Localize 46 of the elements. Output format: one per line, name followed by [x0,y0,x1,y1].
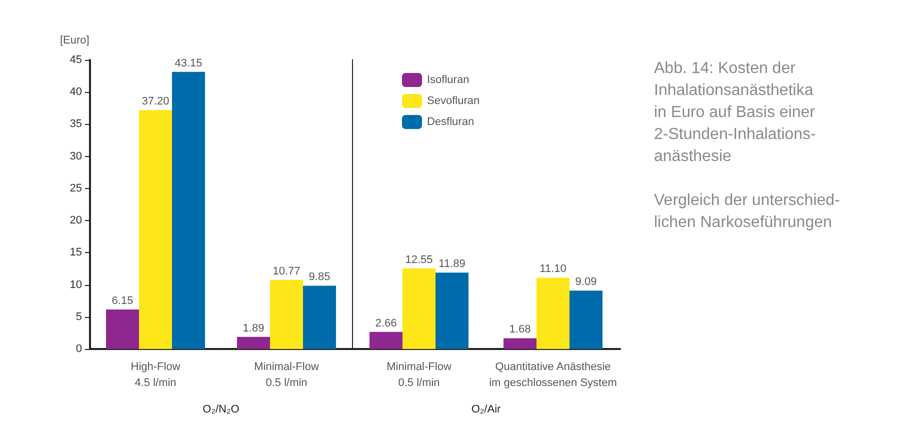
data-label: 37.20 [142,96,170,108]
y-tick-label: 25 [70,182,82,194]
bar [139,110,172,349]
data-label: 1.68 [509,324,531,336]
y-tick-label: 0 [76,343,82,355]
x-tick-label: Quantitative Anästhesie im geschlossenen System [489,361,617,389]
data-label: 6.15 [112,295,134,308]
y-tick-label: 5 [76,310,82,323]
data-label: 9.09 [575,276,597,288]
data-label: 11.89 [438,258,466,270]
data-label: 2.66 [375,317,397,330]
x-axis-title: O₂/Air [471,404,501,416]
bar [570,290,602,349]
y-tick-label: 20 [70,214,82,227]
y-tick-label: 30 [70,150,82,162]
legend-label: Desfluran [427,116,474,128]
data-label: 10.77 [272,265,300,278]
x-axis-title: O₂/N₂O [202,404,240,416]
x-tick-label: High-Flow 4.5 l/min [130,361,180,389]
y-tick-label: 15 [70,246,82,259]
data-label: 43.15 [174,57,202,70]
data-label: 1.89 [242,322,264,334]
x-tick-label: Minimal-Flow 0.5 l/min [254,361,319,389]
y-axis-title: [Euro] [60,34,90,46]
data-label: 11.10 [540,263,566,276]
legend-label: Isofluran [427,74,470,86]
data-label: 9.85 [308,271,330,284]
bar [303,286,336,349]
caption: Abb. 14: Kosten der Inhalationsanästhetika in Euro auf Basis einer 2-Stunden-Inhalations- anästhesie [654,59,817,167]
y-tick-label: 10 [70,278,82,291]
text: Vergleich der unterschied- lichen Narkoseführungen [654,191,841,233]
bar [172,72,205,349]
bar [504,338,536,349]
data-label: 12.55 [405,254,433,266]
bar [436,272,468,349]
bar [402,268,436,349]
bar [370,332,402,349]
x-tick-label: Minimal-Flow 0.5 l/min [386,361,452,389]
legend-label: Sevofluran [427,95,480,107]
y-tick-label: 35 [70,118,82,130]
bar [106,310,139,349]
bar [536,278,570,349]
y-tick-label: 45 [70,54,82,66]
bar [237,336,270,349]
bar [270,280,303,349]
y-tick-label: 40 [70,86,82,98]
